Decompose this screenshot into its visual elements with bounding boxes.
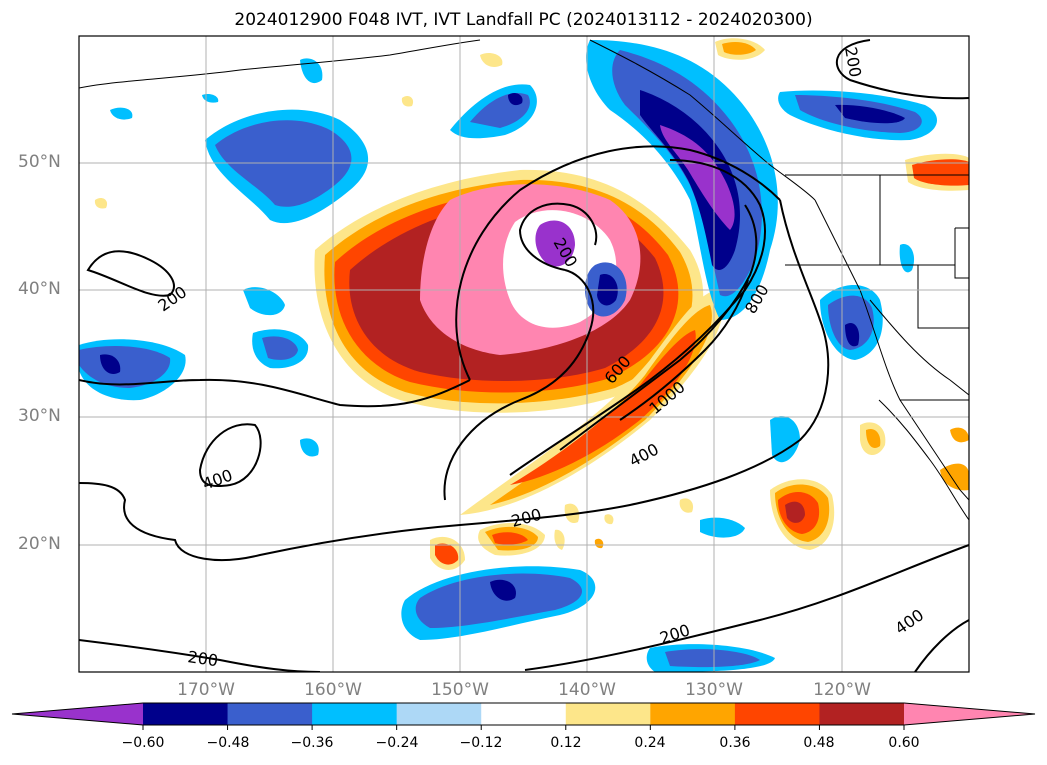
anomaly-shading	[79, 38, 969, 672]
colorbar-tick-label: −0.24	[375, 735, 419, 751]
lat-label: 20°N	[18, 534, 61, 554]
colorbar-tick-label: −0.48	[206, 735, 250, 751]
colorbar	[11, 702, 1036, 730]
map-area: 200 200 200 200 200 400 400 400 600 800 …	[79, 36, 969, 672]
colorbar-segment	[650, 703, 736, 725]
colorbar-segment	[819, 703, 905, 725]
lon-label: 150°W	[431, 680, 489, 700]
colorbar-segment	[227, 703, 313, 725]
lon-label: 120°W	[813, 680, 871, 700]
lon-label: 160°W	[304, 680, 362, 700]
colorbar-tick-label: 0.36	[719, 735, 751, 751]
lat-label: 30°N	[18, 406, 61, 426]
colorbar-extension-high	[904, 703, 1035, 725]
contour-label: 200	[186, 647, 219, 670]
colorbar-tick-label: 0.12	[550, 735, 582, 751]
lat-label: 50°N	[18, 152, 61, 172]
colorbar-segment	[396, 703, 482, 725]
colorbar-tick-label: −0.60	[121, 735, 165, 751]
colorbar-extension-low	[12, 703, 143, 725]
colorbar-tick-label: −0.12	[459, 735, 503, 751]
colorbar-segment	[312, 703, 398, 725]
colorbar-tick-label: 0.24	[634, 735, 666, 751]
map-frame	[78, 35, 970, 673]
colorbar-segment	[143, 703, 229, 725]
lon-label: 130°W	[685, 680, 743, 700]
map-title: 2024012900 F048 IVT, IVT Landfall PC (20…	[234, 10, 813, 30]
coastlines	[79, 39, 969, 521]
colorbar-segment	[734, 703, 820, 725]
lat-label: 40°N	[18, 279, 61, 299]
colorbar-segment	[481, 703, 567, 725]
lon-label: 170°W	[177, 680, 235, 700]
lon-label: 140°W	[558, 680, 616, 700]
colorbar-segment	[565, 703, 651, 725]
colorbar-tick-label: 0.48	[803, 735, 835, 751]
ivt-contours	[79, 39, 969, 672]
colorbar-tick-label: 0.60	[888, 735, 920, 751]
gridlines	[79, 36, 969, 672]
colorbar-tick-label: −0.36	[290, 735, 334, 751]
